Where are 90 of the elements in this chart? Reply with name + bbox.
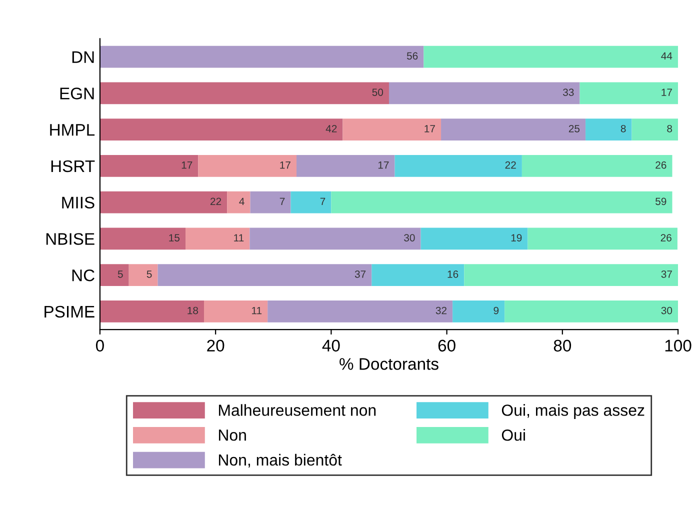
data-label: 44 — [661, 52, 672, 60]
x-tick-label: 100 — [665, 340, 692, 352]
data-label: 11 — [234, 234, 244, 242]
data-label: 8 — [667, 124, 672, 132]
data-label: 33 — [563, 88, 574, 96]
bar — [204, 300, 268, 322]
x-tick-label: 60 — [438, 340, 456, 352]
bar — [250, 228, 421, 250]
y-tick-label: MIIS — [62, 196, 94, 208]
data-label: 17 — [280, 161, 290, 169]
data-label: 30 — [404, 234, 415, 242]
data-label: 16 — [448, 270, 458, 278]
bar — [522, 155, 672, 177]
bar — [198, 155, 296, 177]
bar — [394, 155, 522, 177]
data-label: 56 — [406, 52, 418, 60]
y-tick-label: EGN — [60, 88, 94, 100]
bar — [100, 118, 343, 140]
bar — [296, 155, 395, 177]
bar — [100, 300, 204, 322]
data-label: 17 — [662, 88, 672, 96]
data-label: 4 — [239, 198, 244, 205]
bar — [528, 228, 678, 250]
data-label: 17 — [378, 161, 389, 169]
bar — [100, 46, 424, 68]
legend-label: Oui, mais pas assez — [502, 404, 644, 420]
x-tick-label: 80 — [554, 340, 572, 352]
bar — [227, 191, 250, 214]
x-tick-label: 20 — [207, 340, 224, 352]
bar — [128, 264, 158, 286]
data-label: 11 — [252, 306, 262, 314]
data-label: 17 — [424, 125, 435, 132]
legend-label: Oui — [502, 429, 525, 441]
bar — [388, 82, 580, 104]
data-label: 37 — [354, 270, 366, 278]
y-tick-label: HSRT — [51, 160, 95, 172]
data-label: 25 — [568, 124, 580, 132]
data-label: 15 — [169, 234, 180, 242]
data-label: 7 — [320, 198, 326, 205]
data-label: 22 — [505, 161, 516, 169]
bar — [100, 264, 129, 286]
bar — [504, 300, 678, 322]
x-tick-label: 0 — [96, 340, 104, 352]
bar — [342, 118, 442, 140]
data-label: 26 — [656, 161, 666, 169]
data-label: 30 — [661, 306, 672, 314]
y-tick-label: DN — [72, 51, 94, 63]
data-label: 59 — [656, 198, 666, 206]
bar — [331, 191, 672, 214]
data-label: 7 — [280, 198, 285, 205]
data-label: 8 — [620, 124, 626, 132]
bar — [268, 300, 453, 322]
data-label: 37 — [661, 270, 672, 278]
bar — [580, 82, 678, 104]
bar — [250, 191, 291, 214]
bar — [100, 155, 198, 177]
data-label: 19 — [511, 234, 522, 242]
data-label: 18 — [188, 306, 198, 314]
bar — [464, 264, 678, 286]
bar — [100, 228, 186, 250]
x-axis-title: % Doctorants — [340, 358, 438, 370]
data-label: 42 — [326, 124, 337, 132]
data-label: 32 — [436, 306, 447, 314]
legend-label: Malheureusement non — [218, 404, 376, 416]
bar — [424, 46, 678, 68]
data-label: 5 — [146, 270, 152, 278]
y-tick-label: NBISE — [46, 233, 94, 245]
data-label: 50 — [372, 88, 384, 96]
y-tick-label: NC — [72, 269, 94, 282]
data-label: 26 — [660, 234, 672, 242]
legend-label: Non, mais bientôt — [218, 454, 342, 468]
bar — [441, 118, 586, 140]
bar — [100, 82, 389, 104]
bar — [586, 118, 632, 140]
bar — [186, 228, 250, 250]
data-label: 5 — [118, 270, 123, 278]
x-tick-label: 40 — [322, 340, 340, 352]
bar — [372, 264, 464, 286]
legend-label: Non — [218, 430, 246, 441]
bar — [452, 300, 505, 322]
bar — [420, 228, 528, 250]
data-label: 22 — [210, 198, 222, 205]
y-tick-label: PSIME — [44, 306, 94, 318]
bar — [290, 191, 332, 214]
y-tick-label: HMPL — [50, 124, 95, 136]
bar — [100, 191, 228, 214]
data-label: 17 — [182, 161, 192, 169]
bar — [632, 118, 678, 140]
bar — [158, 264, 372, 286]
data-label: 9 — [494, 306, 499, 314]
